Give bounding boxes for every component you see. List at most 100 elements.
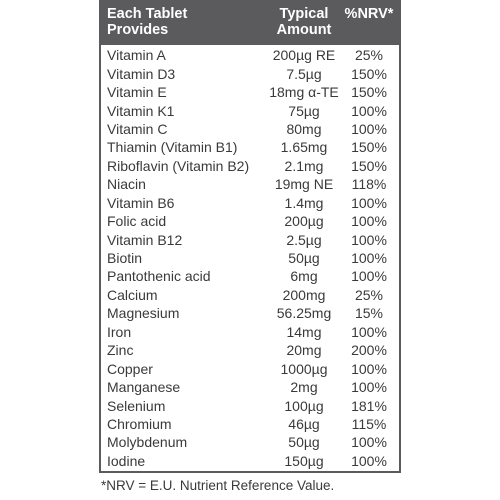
typical-amount: 7.5µg <box>286 65 322 82</box>
typical-amount: 19mg NE <box>274 176 334 193</box>
table-row: Vitamin E 18mg α-TE 150% <box>101 83 399 101</box>
typical-amount: 6mg <box>290 268 318 285</box>
nrv-percent: 200% <box>351 342 387 359</box>
nrv-percent: 150% <box>351 65 387 82</box>
nutrient-name: Chromium <box>107 415 172 432</box>
table-row: Riboflavin (Vitamin B2) 2.1mg 150% <box>101 157 399 175</box>
nrv-percent: 100% <box>351 194 387 211</box>
typical-amount: 80mg <box>286 120 322 137</box>
typical-amount: 200µg <box>284 213 324 230</box>
typical-amount: 1.65mg <box>280 139 328 156</box>
table-row: Vitamin K1 75µg 100% <box>101 101 399 119</box>
header-nrv-column: %NRV* <box>339 6 399 22</box>
nrv-percent: 100% <box>351 213 387 230</box>
nutrient-name: Magnesium <box>107 305 180 322</box>
nrv-percent: 100% <box>351 268 387 285</box>
nutrient-name: Vitamin C <box>107 120 168 137</box>
typical-amount: 200µg RE <box>272 47 336 64</box>
header-nutrient-line-1: Each Tablet <box>107 6 188 22</box>
typical-amount: 75µg <box>288 102 320 119</box>
nutrient-name: Vitamin K1 <box>107 102 175 119</box>
typical-amount: 50µg <box>288 434 320 451</box>
nutrient-name: Biotin <box>107 250 143 267</box>
nrv-percent: 25% <box>354 47 384 64</box>
typical-amount: 46µg <box>288 415 320 432</box>
typical-amount: 14mg <box>286 323 322 340</box>
nrv-percent: 100% <box>351 102 387 119</box>
nrv-percent: 100% <box>351 452 387 469</box>
table-row: Vitamin B12 2.5µg 100% <box>101 230 399 248</box>
header-amount-column: Typical Amount <box>269 6 339 38</box>
nrv-percent: 118% <box>351 176 387 193</box>
table-row: Vitamin B6 1.4mg 100% <box>101 194 399 212</box>
table-row: Vitamin A 200µg RE 25% <box>101 46 399 64</box>
typical-amount: 1000µg <box>280 360 328 377</box>
nrv-percent: 100% <box>351 379 387 396</box>
typical-amount: 50µg <box>288 250 320 267</box>
nutrient-name: Vitamin E <box>107 84 167 101</box>
nutrient-name: Vitamin B12 <box>107 231 183 248</box>
typical-amount: 1.4mg <box>284 194 324 211</box>
table-row: Copper 1000µg 100% <box>101 359 399 377</box>
table-row: Vitamin D3 7.5µg 150% <box>101 64 399 82</box>
nutrient-name: Niacin <box>107 176 146 193</box>
typical-amount: 56.25mg <box>276 305 332 322</box>
table-row: Manganese 2mg 100% <box>101 378 399 396</box>
table-row: Selenium 100µg 181% <box>101 396 399 414</box>
typical-amount: 2.1mg <box>284 157 324 174</box>
table-row: Thiamin (Vitamin B1) 1.65mg 150% <box>101 138 399 156</box>
typical-amount: 20mg <box>286 342 322 359</box>
header-amount-line-2: Amount <box>276 22 332 38</box>
nutrient-name: Iodine <box>107 452 146 469</box>
table-row: Vitamin C 80mg 100% <box>101 120 399 138</box>
table-header: Each Tablet Provides Typical Amount %NRV… <box>101 0 399 45</box>
header-nutrient-line-2: Provides <box>107 22 169 38</box>
nrv-percent: 100% <box>351 434 387 451</box>
table-row: Zinc 20mg 200% <box>101 341 399 359</box>
typical-amount: 2.5µg <box>286 231 322 248</box>
table-row: Magnesium 56.25mg 15% <box>101 304 399 322</box>
nutrient-name: Folic acid <box>107 213 167 230</box>
nrv-percent: 15% <box>354 305 384 322</box>
nrv-percent: 25% <box>354 286 384 303</box>
header-amount-line-1: Typical <box>279 6 329 22</box>
nrv-percent: 100% <box>351 250 387 267</box>
table-row: Niacin 19mg NE 118% <box>101 175 399 193</box>
nrv-percent: 181% <box>351 397 387 414</box>
nrv-percent: 100% <box>351 231 387 248</box>
nutrient-name: Thiamin (Vitamin B1) <box>107 139 238 156</box>
nutrient-name: Vitamin A <box>107 47 166 64</box>
nutrient-name: Riboflavin (Vitamin B2) <box>107 157 250 174</box>
typical-amount: 2mg <box>290 379 318 396</box>
nutrient-name: Iron <box>107 323 132 340</box>
nutrient-name: Copper <box>107 360 153 377</box>
table-row: Calcium 200mg 25% <box>101 286 399 304</box>
nrv-percent: 150% <box>351 157 387 174</box>
table-row: Biotin 50µg 100% <box>101 249 399 267</box>
table-row: Pantothenic acid 6mg 100% <box>101 267 399 285</box>
nutrition-table: Each Tablet Provides Typical Amount %NRV… <box>99 0 401 473</box>
nutrient-name: Vitamin D3 <box>107 65 176 82</box>
table-row: Iodine 150µg 100% <box>101 452 399 470</box>
nrv-percent: 150% <box>351 139 387 156</box>
nrv-footnote: *NRV = E.U. Nutrient Reference Value. <box>101 478 335 493</box>
typical-amount: 18mg α-TE <box>269 84 339 101</box>
nutrient-name: Zinc <box>107 342 134 359</box>
nrv-percent: 150% <box>351 84 387 101</box>
nrv-percent: 115% <box>351 415 387 432</box>
nutrient-name: Selenium <box>107 397 166 414</box>
table-row: Iron 14mg 100% <box>101 323 399 341</box>
table-row: Folic acid 200µg 100% <box>101 212 399 230</box>
nutrient-name: Manganese <box>107 379 181 396</box>
table-row: Chromium 46µg 115% <box>101 415 399 433</box>
nrv-percent: 100% <box>351 120 387 137</box>
nrv-percent: 100% <box>351 323 387 340</box>
table-body: Vitamin A 200µg RE 25% Vitamin D3 7.5µg 150% V… <box>101 45 399 470</box>
nutrient-name: Pantothenic acid <box>107 268 211 285</box>
nutrient-name: Calcium <box>107 286 158 303</box>
table-row: Molybdenum 50µg 100% <box>101 433 399 451</box>
header-nrv-label: %NRV* <box>344 6 394 22</box>
typical-amount: 200mg <box>282 286 326 303</box>
header-nutrient-column: Each Tablet Provides <box>101 6 269 38</box>
typical-amount: 150µg <box>284 452 324 469</box>
